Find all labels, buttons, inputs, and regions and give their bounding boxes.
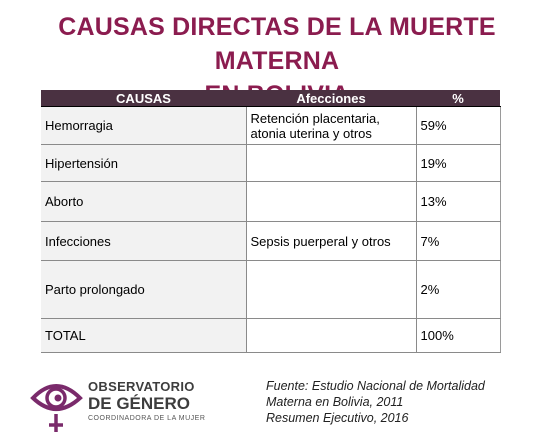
observatorio-logo: OBSERVATORIO DE GÉNERO COORDINADORA DE L… — [30, 376, 230, 434]
table-row: Hemorragia Retención placentaria, atonia… — [41, 106, 501, 145]
cell-afecciones — [245, 260, 417, 319]
causes-table-container: CAUSAS Afecciones % Hemorragia Retención… — [41, 90, 501, 353]
table-row: Aborto 13% — [41, 181, 501, 222]
table-row: Infecciones Sepsis puerperal y otros 7% — [41, 221, 501, 261]
causes-table: CAUSAS Afecciones % Hemorragia Retención… — [41, 90, 501, 353]
header-percent: % — [416, 90, 500, 107]
source-citation: Fuente: Estudio Nacional de Mortalidad M… — [266, 378, 536, 426]
logo-line-3: COORDINADORA DE LA MUJER — [88, 415, 206, 422]
cell-afecciones — [245, 144, 417, 182]
cell-afecciones: Sepsis puerperal y otros — [245, 221, 417, 261]
logo-line-2: DE GÉNERO — [88, 394, 191, 413]
footer-band — [0, 364, 554, 438]
table-total-row: TOTAL 100% — [41, 318, 501, 353]
eye-venus-icon — [30, 384, 83, 432]
cell-causa: TOTAL — [41, 318, 247, 353]
source-line-2: Materna en Bolivia, 2011 — [266, 395, 404, 409]
header-causas: CAUSAS — [41, 90, 246, 107]
cell-afecciones — [245, 318, 417, 353]
table-header-row: CAUSAS Afecciones % — [41, 90, 500, 107]
cell-percent: 2% — [416, 260, 501, 319]
header-afecciones: Afecciones — [246, 90, 416, 107]
logo-line-1: OBSERVATORIO — [88, 379, 195, 394]
title-line-1: CAUSAS DIRECTAS DE LA MUERTE MATERNA — [58, 13, 496, 75]
source-line-3: Resumen Ejecutivo, 2016 — [266, 411, 409, 425]
cell-causa: Aborto — [41, 181, 247, 222]
cell-causa: Infecciones — [41, 221, 247, 261]
cell-percent: 59% — [416, 106, 501, 145]
source-line-1: Fuente: Estudio Nacional de Mortalidad — [266, 379, 485, 393]
cell-afecciones — [245, 181, 417, 222]
cell-afecciones: Retención placentaria, atonia uterina y … — [245, 106, 417, 145]
cell-percent: 19% — [416, 144, 501, 182]
page-title: CAUSAS DIRECTAS DE LA MUERTE MATERNA EN … — [0, 10, 554, 112]
cell-percent: 13% — [416, 181, 501, 222]
cell-causa: Parto prolongado — [41, 260, 247, 319]
table-row: Parto prolongado 2% — [41, 260, 501, 319]
table-row: Hipertensión 19% — [41, 144, 501, 182]
cell-causa: Hipertensión — [41, 144, 247, 182]
cell-causa: Hemorragia — [41, 106, 247, 145]
cell-percent: 100% — [416, 318, 501, 353]
cell-percent: 7% — [416, 221, 501, 261]
